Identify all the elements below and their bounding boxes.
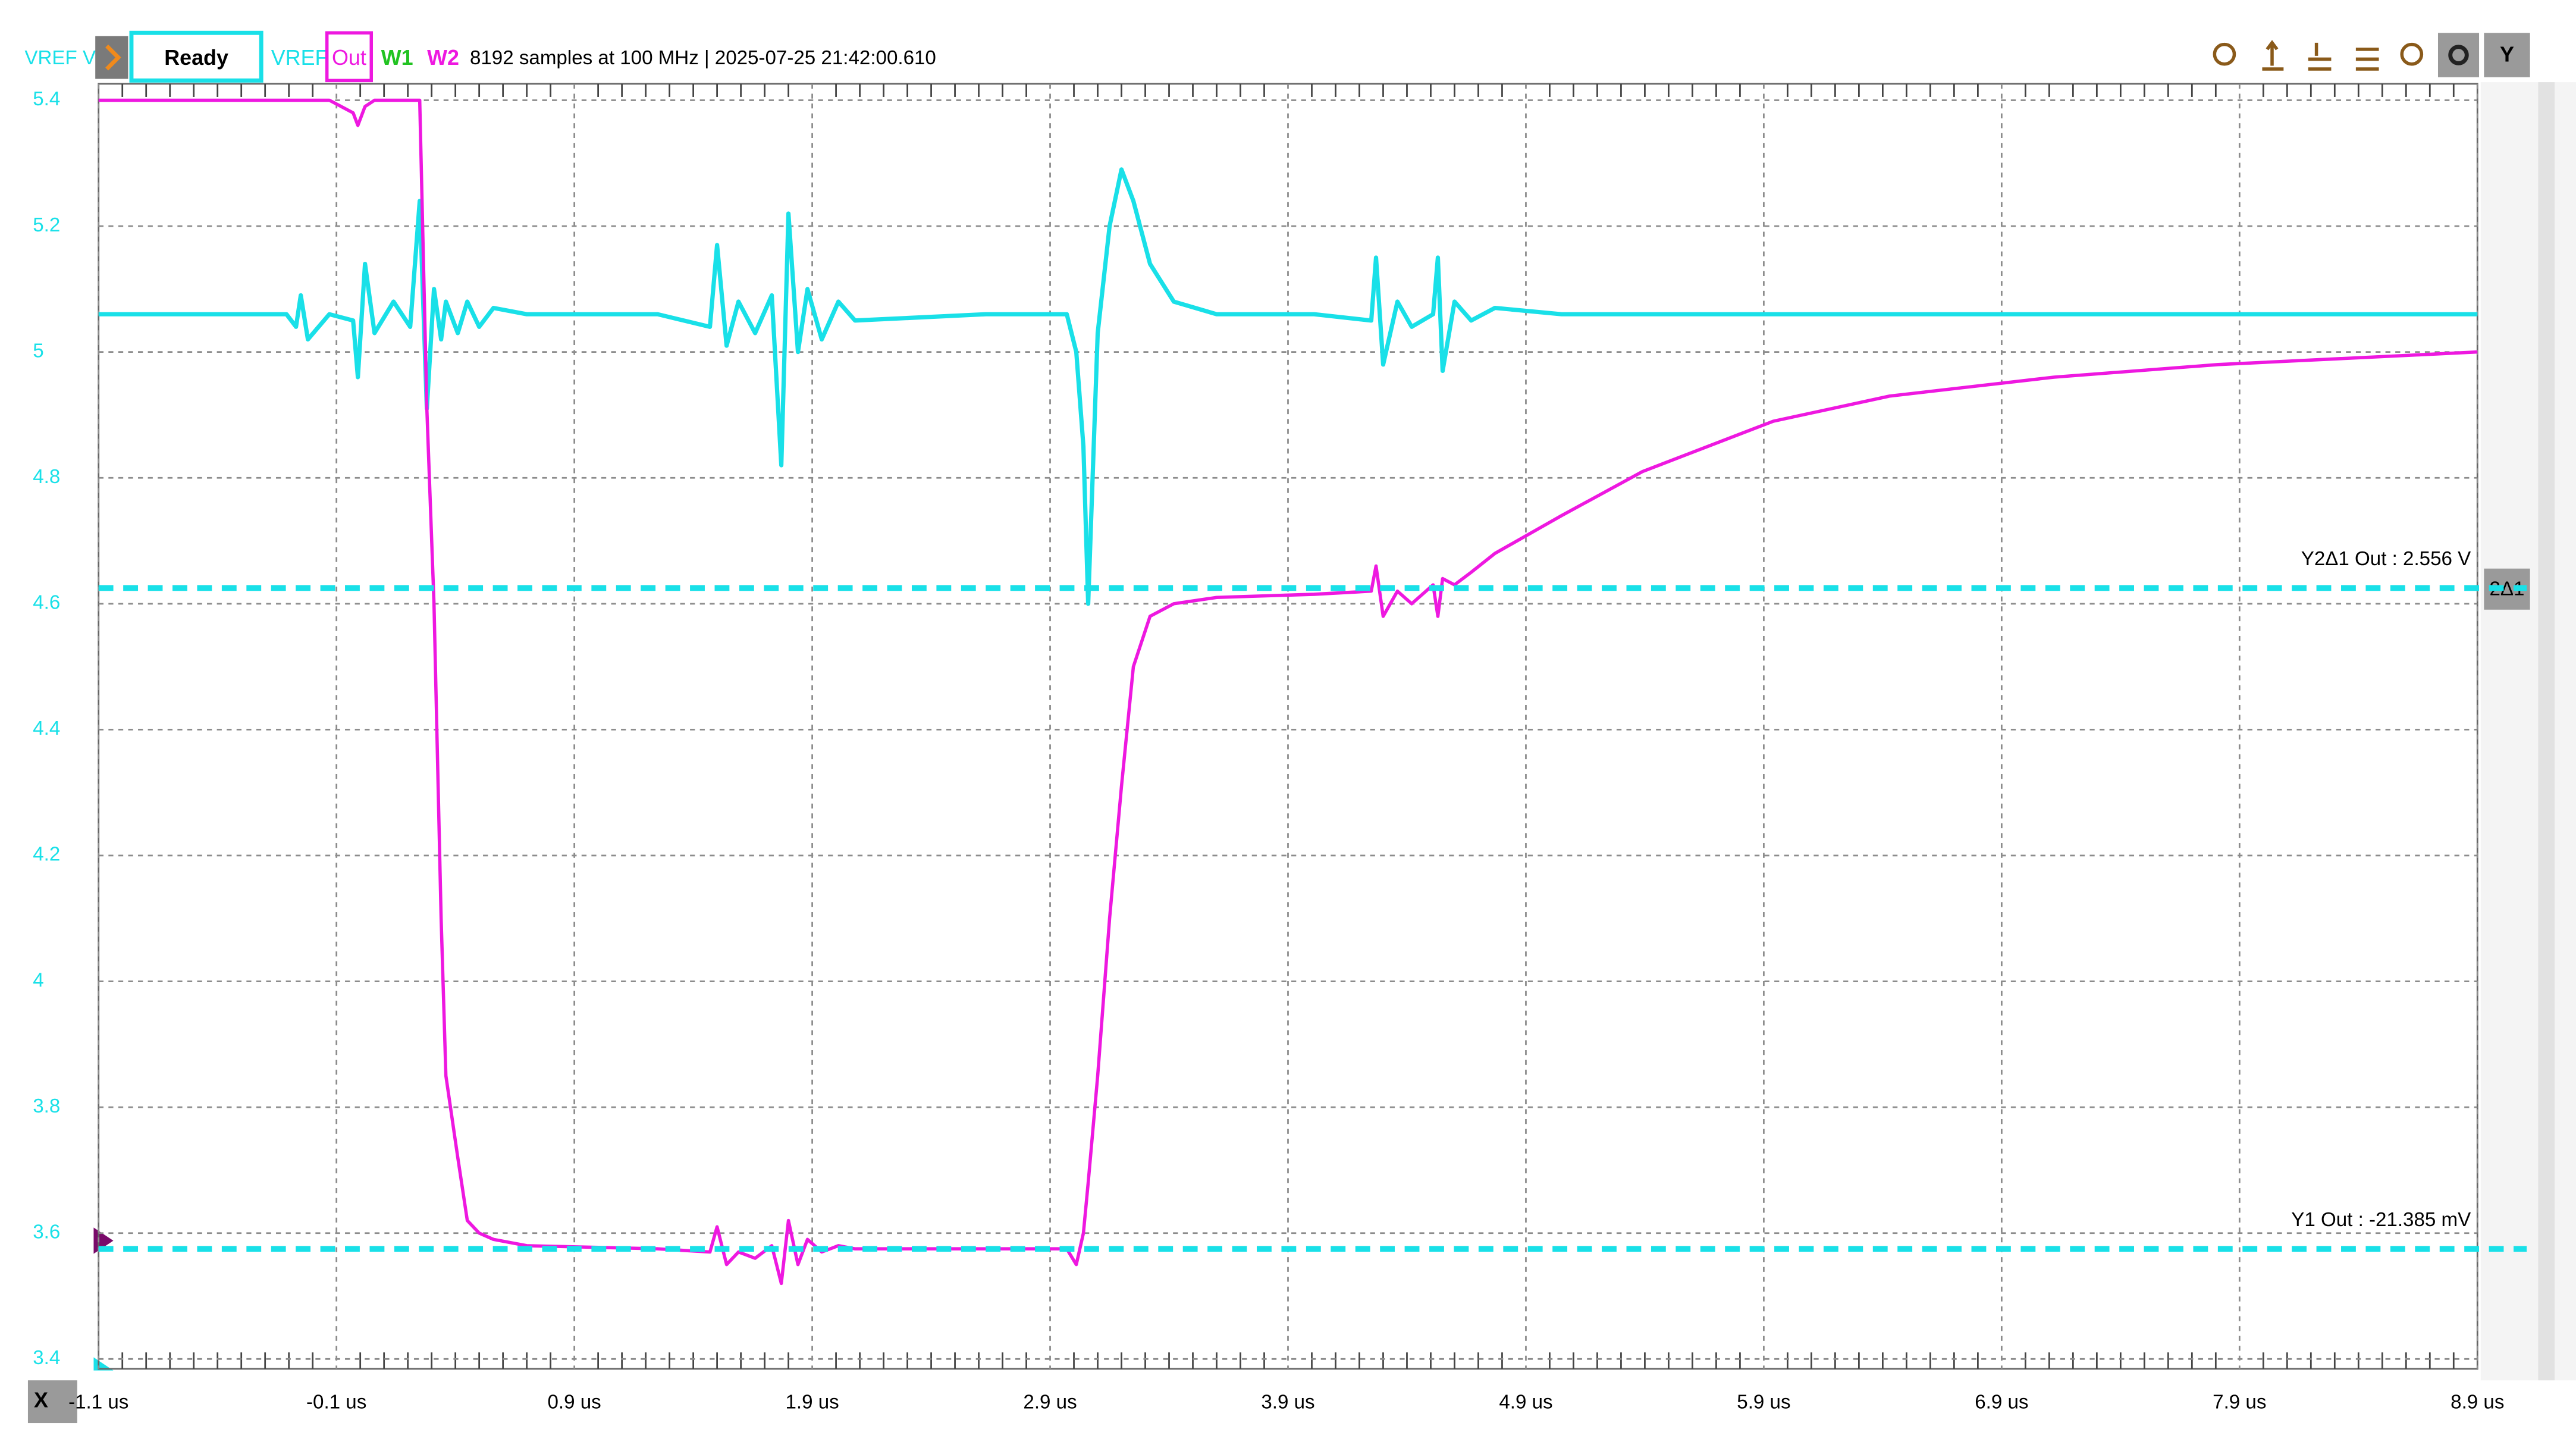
- y-tick-label: 4.2: [33, 844, 60, 866]
- x-tick-label: 7.9 us: [2213, 1392, 2266, 1414]
- zoom-icon[interactable]: [2400, 42, 2424, 66]
- zoom-icon[interactable]: [2213, 42, 2236, 66]
- x-tick-label: 0.9 us: [548, 1392, 601, 1414]
- plot-area: -1.1 us -0.1 us 0.9 us 1.9 us 2.9 us 3.9 us 4.…: [33, 83, 2527, 1414]
- x-tick-label: -1.1 us: [68, 1392, 128, 1414]
- side-panel: [2480, 82, 2576, 1381]
- x-tick-label: 1.9 us: [785, 1392, 839, 1414]
- legend-out[interactable]: Out: [332, 46, 366, 70]
- x-tick-label: -0.1 us: [306, 1392, 366, 1414]
- side-scrollbar[interactable]: [2538, 82, 2555, 1381]
- y-tick-label: 5: [33, 340, 43, 362]
- y-tick-label: 5.4: [33, 88, 60, 110]
- x-tick-label: 4.9 us: [1499, 1392, 1552, 1414]
- x-button[interactable]: [27, 1380, 77, 1424]
- align-icon[interactable]: [2308, 42, 2332, 71]
- acquisition-info: 8192 samples at 100 MHz | 2025-07-25 21:…: [470, 47, 936, 69]
- y-tick-label: 3.4: [33, 1347, 60, 1369]
- x-tick-label: 3.9 us: [1261, 1392, 1314, 1414]
- y-tick-label: 3.8: [33, 1095, 60, 1117]
- cursor-label: Y1 Out : -21.385 mV: [2291, 1209, 2471, 1231]
- x-tick-label: 2.9 us: [1023, 1392, 1077, 1414]
- x-button-label[interactable]: X: [34, 1389, 48, 1412]
- y-button-label[interactable]: Y: [2500, 42, 2514, 66]
- trace-1: [98, 98, 2478, 1286]
- x-tick-label: 8.9 us: [2451, 1392, 2504, 1414]
- align-icon[interactable]: [2262, 40, 2284, 71]
- x-tick-label: 5.9 us: [1737, 1392, 1790, 1414]
- y-tick-label: 4.4: [33, 717, 60, 739]
- toolbar-icons: [2213, 33, 2530, 77]
- y-tick-label: 4: [33, 969, 43, 991]
- status-box: [129, 30, 263, 83]
- cursor-label: Y2Δ1 Out : 2.556 V: [2301, 548, 2471, 570]
- y-tick-label: 4.8: [33, 466, 60, 488]
- align-icon[interactable]: [2355, 48, 2379, 71]
- channel-w1[interactable]: W1: [381, 46, 413, 70]
- y-tick-label: 4.6: [33, 592, 60, 614]
- y-tick-label: 3.6: [33, 1221, 60, 1243]
- x-tick-label: 6.9 us: [1975, 1392, 2028, 1414]
- y-button[interactable]: [2484, 33, 2530, 77]
- legend-out-box[interactable]: [325, 31, 374, 83]
- run-button[interactable]: [95, 36, 128, 79]
- trace-0: [98, 167, 2478, 606]
- gear-icon: [2448, 45, 2469, 65]
- y-tick-label: 5.2: [33, 214, 60, 236]
- legend-vref[interactable]: VREF: [271, 46, 328, 70]
- settings-button[interactable]: [2437, 33, 2480, 77]
- y-unit-label: VREF V: [24, 47, 96, 69]
- run-arrow: [105, 44, 121, 71]
- channel-w2[interactable]: W2: [427, 46, 459, 70]
- status: Ready: [164, 46, 228, 70]
